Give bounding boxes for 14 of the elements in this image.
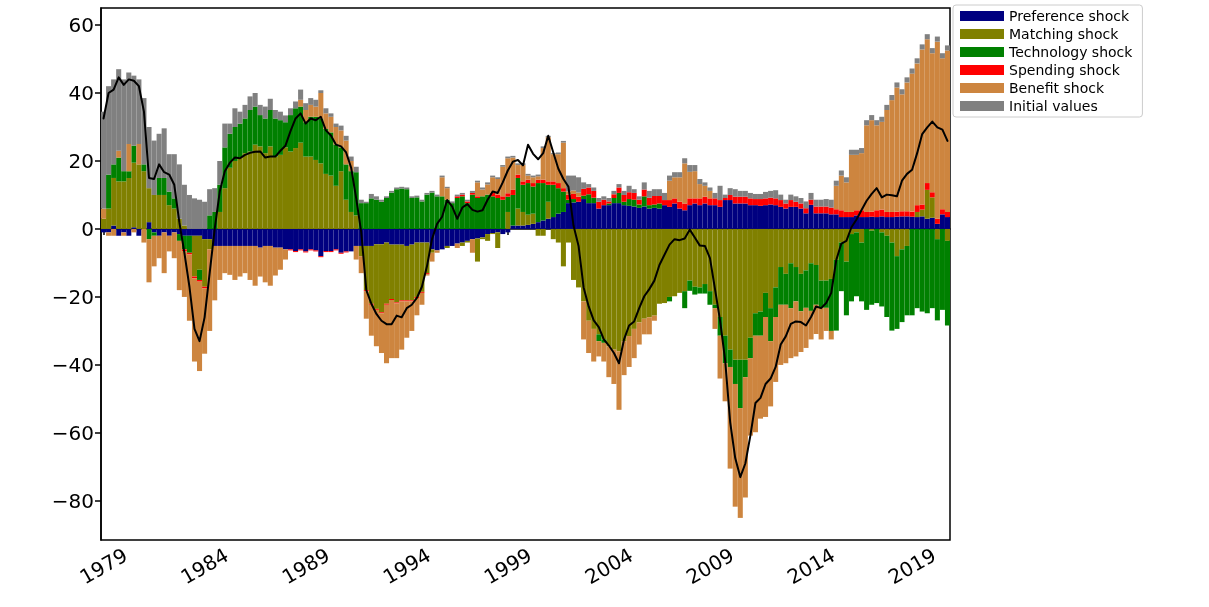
legend-label: Benefit shock — [1009, 80, 1105, 96]
y-tick-label: 60 — [68, 13, 94, 37]
legend-label: Matching shock — [1009, 26, 1120, 42]
y-tick-label: 0 — [81, 216, 94, 241]
y-tick-label: 40 — [68, 80, 94, 105]
y-tick-label: −60 — [51, 420, 94, 445]
legend-label: Preference shock — [1009, 8, 1130, 24]
y-tick-label: 20 — [68, 148, 94, 173]
legend-label: Initial values — [1009, 98, 1098, 114]
y-tick-label: −40 — [51, 352, 94, 377]
y-tick-label: −20 — [51, 284, 94, 309]
legend-label: Spending shock — [1009, 62, 1121, 78]
legend-label: Technology shock — [1008, 44, 1134, 60]
y-tick-label: −80 — [51, 488, 94, 513]
